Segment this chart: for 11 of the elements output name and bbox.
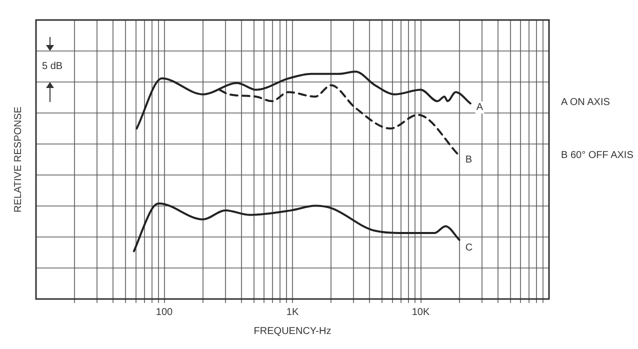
x-tick-label: 10K	[412, 306, 430, 318]
x-tick-label: 1K	[286, 306, 299, 318]
text: A ON AXIS	[561, 97, 610, 108]
text: 5 dB	[42, 60, 63, 72]
y-axis-title: RELATIVE RESPONSE	[12, 106, 24, 212]
x-tick-label: 100	[156, 306, 174, 318]
x-axis-title: FREQUENCY-Hz	[254, 326, 332, 337]
series-label: C	[465, 242, 473, 254]
text: B 60° OFF AXIS	[561, 150, 634, 161]
series-label: B	[465, 154, 472, 166]
series-label: A	[476, 102, 484, 114]
